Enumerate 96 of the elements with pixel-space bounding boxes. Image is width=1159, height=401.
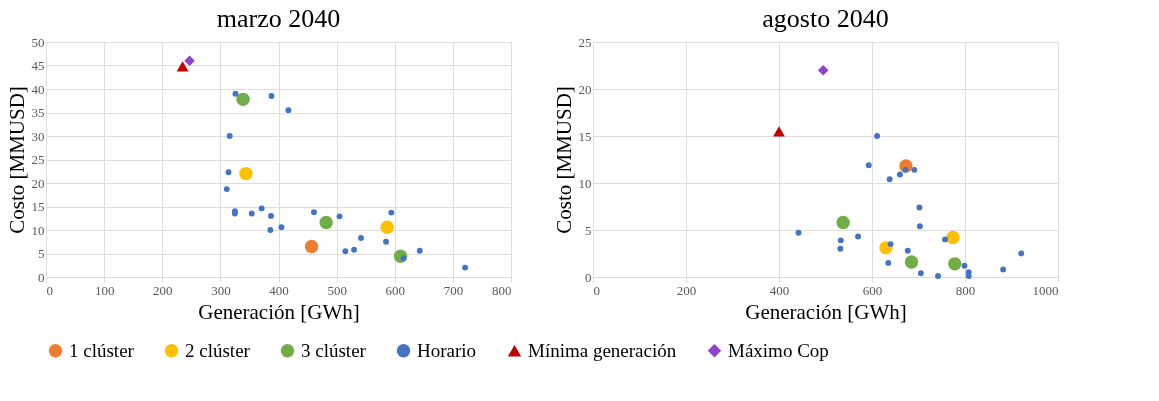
point bbox=[319, 215, 333, 230]
point bbox=[865, 162, 872, 169]
y-tick-label: 10 bbox=[578, 175, 592, 191]
y-tick-label: 20 bbox=[31, 175, 45, 191]
point bbox=[258, 205, 265, 212]
y-tick-label: 0 bbox=[585, 269, 592, 285]
point bbox=[225, 169, 232, 176]
point bbox=[911, 166, 918, 173]
point bbox=[311, 209, 317, 216]
point bbox=[248, 210, 255, 217]
point bbox=[935, 273, 941, 280]
y-tick-label: 5 bbox=[38, 246, 45, 261]
point bbox=[184, 55, 195, 67]
x-tick-label: 400 bbox=[269, 282, 289, 298]
x-axis-title: Generación [GWh] bbox=[745, 299, 907, 324]
point bbox=[267, 212, 274, 219]
point bbox=[961, 262, 968, 269]
point bbox=[176, 61, 189, 72]
y-tick-label: 5 bbox=[585, 222, 592, 238]
y-axis-title: Costo [MMUSD] bbox=[4, 86, 29, 234]
point bbox=[416, 247, 423, 254]
point bbox=[874, 133, 881, 139]
point bbox=[1000, 266, 1007, 273]
point bbox=[948, 257, 962, 271]
point bbox=[1018, 250, 1025, 257]
legend-label: Máximo Cop bbox=[728, 339, 829, 361]
point bbox=[965, 273, 972, 280]
point bbox=[942, 236, 948, 243]
point bbox=[232, 90, 239, 97]
point bbox=[916, 204, 923, 211]
x-tick-label: 200 bbox=[676, 282, 697, 298]
x-axis-title: Generación [GWh] bbox=[198, 299, 360, 324]
y-tick-label: 50 bbox=[31, 34, 45, 50]
point bbox=[267, 227, 274, 233]
point bbox=[268, 93, 275, 99]
x-tick-label: 200 bbox=[153, 282, 173, 298]
point bbox=[383, 238, 389, 245]
legend-label: 3 clúster bbox=[301, 339, 367, 361]
chart-title: agosto 2040 bbox=[762, 4, 889, 33]
y-tick-label: 0 bbox=[38, 269, 45, 285]
point bbox=[351, 246, 358, 253]
point bbox=[226, 133, 233, 139]
point bbox=[239, 166, 253, 181]
legend-label: Horario bbox=[417, 339, 477, 361]
y-tick-label: 45 bbox=[31, 58, 45, 73]
point bbox=[388, 209, 395, 216]
x-tick-label: 1000 bbox=[1032, 282, 1059, 298]
x-tick-label: 300 bbox=[211, 282, 231, 298]
y-axis-title: Costo [MMUSD] bbox=[551, 86, 576, 234]
point bbox=[904, 247, 911, 254]
point bbox=[223, 186, 230, 193]
point bbox=[837, 245, 844, 252]
point bbox=[904, 255, 919, 269]
point bbox=[917, 270, 924, 277]
point bbox=[886, 176, 893, 183]
y-tick-label: 20 bbox=[578, 81, 592, 97]
legend-label: 1 clúster bbox=[69, 339, 135, 361]
point bbox=[817, 64, 829, 76]
x-tick-label: 600 bbox=[862, 282, 883, 298]
point bbox=[773, 126, 785, 137]
point bbox=[278, 224, 285, 231]
point bbox=[342, 248, 349, 255]
point bbox=[304, 239, 319, 254]
point bbox=[358, 235, 364, 241]
legend-label: 2 clúster bbox=[185, 339, 251, 361]
x-tick-label: 500 bbox=[327, 282, 347, 298]
y-tick-label: 10 bbox=[31, 222, 45, 238]
y-tick-label: 40 bbox=[31, 81, 45, 97]
y-tick-label: 35 bbox=[31, 105, 45, 120]
y-tick-label: 25 bbox=[31, 152, 45, 167]
y-tick-label: 15 bbox=[31, 199, 45, 214]
legend-label: Mínima generación bbox=[528, 339, 677, 361]
x-tick-label: 700 bbox=[443, 282, 464, 298]
point bbox=[887, 241, 894, 248]
point bbox=[855, 233, 862, 240]
x-tick-label: 400 bbox=[769, 282, 790, 298]
point bbox=[896, 171, 903, 178]
point bbox=[885, 259, 892, 266]
x-tick-label: 100 bbox=[94, 282, 115, 298]
point bbox=[285, 107, 292, 114]
point bbox=[795, 229, 802, 236]
point bbox=[836, 215, 850, 230]
y-tick-label: 30 bbox=[31, 128, 45, 144]
chart-title: marzo 2040 bbox=[216, 4, 341, 33]
x-tick-label: 800 bbox=[492, 282, 512, 298]
point bbox=[916, 223, 923, 230]
point bbox=[946, 230, 960, 245]
x-tick-label: 800 bbox=[955, 282, 976, 298]
point bbox=[236, 92, 250, 107]
x-tick-label: 600 bbox=[385, 282, 405, 298]
y-tick-label: 15 bbox=[578, 128, 592, 144]
point bbox=[380, 220, 394, 234]
point bbox=[336, 213, 343, 220]
point bbox=[837, 237, 844, 244]
point bbox=[462, 264, 469, 271]
y-tick-label: 25 bbox=[578, 34, 592, 50]
